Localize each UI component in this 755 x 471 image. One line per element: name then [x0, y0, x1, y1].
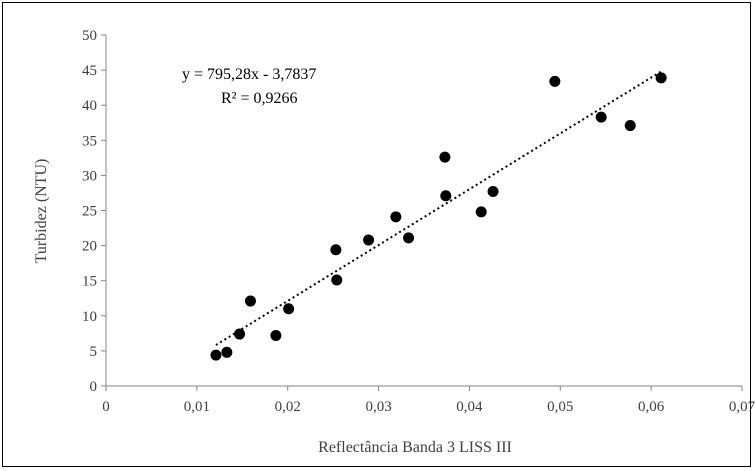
- x-tick-label: 0,02: [275, 399, 301, 415]
- x-tick-label: 0,01: [184, 399, 210, 415]
- x-tick-label: 0,04: [456, 399, 483, 415]
- data-point: [270, 329, 282, 341]
- y-tick-label: 5: [90, 344, 98, 360]
- y-tick-label: 0: [90, 379, 98, 395]
- y-tick-label: 40: [82, 98, 97, 114]
- y-tick-label: 45: [82, 63, 97, 79]
- y-tick-label: 25: [82, 204, 97, 220]
- x-tick-label: 0,03: [365, 399, 391, 415]
- y-tick-label: 50: [82, 28, 97, 44]
- x-tick-label: 0,05: [547, 399, 573, 415]
- y-tick-label: 15: [82, 274, 97, 290]
- y-tick-label: 10: [82, 309, 97, 325]
- data-point: [439, 151, 451, 163]
- y-axis-ticks: [101, 34, 106, 387]
- data-point: [487, 186, 499, 198]
- x-axis-ticks: [105, 386, 743, 391]
- data-points: [210, 72, 667, 361]
- chart-frame: [2, 2, 751, 467]
- x-axis-tick-labels: 0 0,01 0,02 0,03 0,04 0,05 0,06 0,07: [102, 399, 755, 415]
- x-axis-title: Reflectância Banda 3 LISS III: [318, 439, 512, 456]
- data-point: [363, 234, 375, 246]
- data-point: [549, 75, 561, 87]
- trendline: [215, 70, 662, 346]
- data-point: [475, 206, 487, 218]
- data-point: [624, 120, 636, 132]
- y-axis-title: Turbidez (NTU): [33, 159, 50, 264]
- trendline-equation: y = 795,28x - 3,7837: [182, 66, 316, 83]
- x-tick-label: 0,06: [638, 399, 665, 415]
- data-point: [331, 274, 343, 286]
- r-squared-label: R² = 0,9266: [221, 90, 298, 107]
- data-point: [330, 244, 342, 256]
- x-tick-label: 0,07: [729, 399, 755, 415]
- y-tick-label: 30: [82, 168, 97, 184]
- y-axis-tick-labels: 0 5 10 15 20 25 30 35 40 45 50: [82, 28, 97, 395]
- data-point: [283, 303, 295, 315]
- data-point: [221, 346, 233, 358]
- data-point: [234, 328, 246, 340]
- data-point: [390, 211, 402, 223]
- data-point: [440, 190, 452, 202]
- data-point: [595, 111, 607, 123]
- y-tick-label: 35: [82, 133, 97, 149]
- x-tick-label: 0: [102, 399, 110, 415]
- data-point: [210, 349, 222, 361]
- data-point: [403, 232, 415, 244]
- data-point: [655, 72, 667, 84]
- data-point: [244, 295, 256, 307]
- y-tick-label: 20: [82, 239, 97, 255]
